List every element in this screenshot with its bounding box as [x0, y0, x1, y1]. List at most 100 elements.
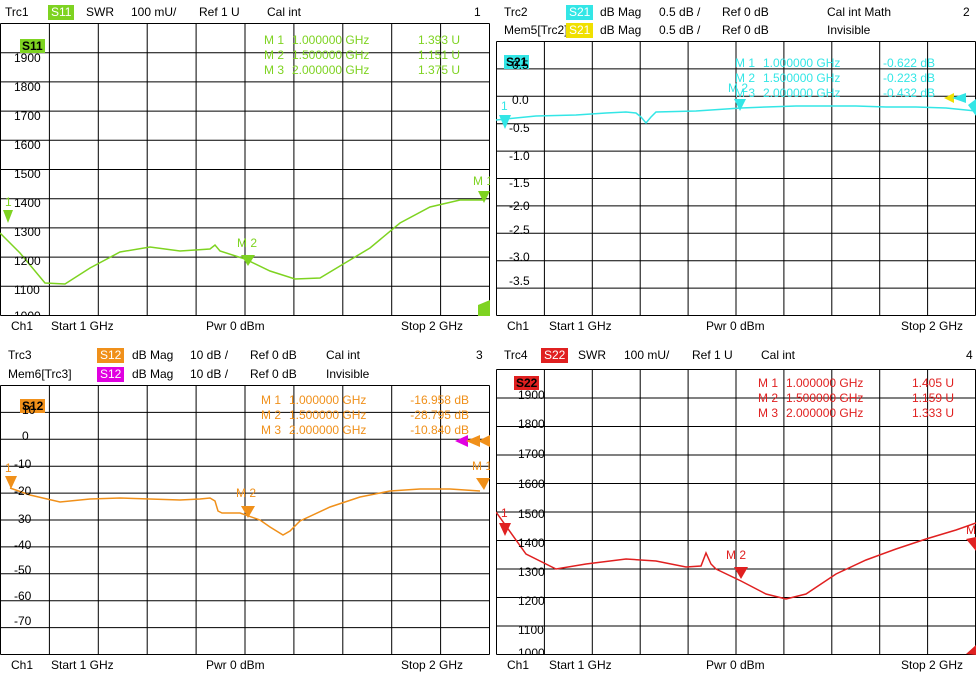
- box-label[interactable]: S12: [20, 399, 46, 413]
- channel-footer[interactable]: Ch1 Start 1 GHz Pwr 0 dBm Stop 2 GHz: [0, 319, 490, 335]
- offscreen-arrow: [478, 300, 490, 316]
- memory-state: Invisible: [827, 23, 871, 37]
- format-label[interactable]: dB Mag: [600, 5, 642, 19]
- m2-marker-arrow: [241, 255, 255, 266]
- memory-param-badge[interactable]: S21: [566, 23, 594, 38]
- trace-header-trc3[interactable]: Trc3 S12 dB Mag 10 dB / Ref 0 dB Cal int…: [0, 347, 490, 363]
- y-tick-label: 1300: [518, 565, 545, 579]
- marker-info-row: M 2 1.500000 GHz -28.795 dB: [261, 408, 469, 422]
- ref-label[interactable]: Ref 1 U: [199, 5, 240, 19]
- power-label[interactable]: Pwr 0 dBm: [206, 319, 265, 333]
- format-label[interactable]: SWR: [86, 5, 114, 19]
- box-label[interactable]: S21: [504, 55, 530, 69]
- box-label[interactable]: S11: [20, 39, 45, 53]
- param-badge[interactable]: S12: [97, 348, 125, 363]
- trace-name[interactable]: Trc4: [504, 348, 528, 362]
- memory-param-badge[interactable]: S12: [97, 367, 125, 382]
- ref-marker-arrow: [499, 523, 511, 536]
- param-badge[interactable]: S22: [541, 348, 569, 363]
- diagram-trc4[interactable]: Trc4 S22 SWR 100 mU/ Ref 1 U Cal int 4 1…: [496, 339, 976, 678]
- marker-label-1: 1: [501, 506, 508, 520]
- power-label[interactable]: Pwr 0 dBm: [706, 319, 765, 333]
- memory-format[interactable]: dB Mag: [132, 367, 174, 381]
- trace-curve: [496, 511, 976, 600]
- channel-label[interactable]: Ch1: [11, 319, 34, 333]
- channel-label[interactable]: Ch1: [507, 319, 530, 333]
- memory-format[interactable]: dB Mag: [600, 23, 642, 37]
- memory-header-trc3[interactable]: Mem6[Trc3] S12 dB Mag 10 dB / Ref 0 dB I…: [0, 366, 490, 382]
- param-badge[interactable]: S21: [566, 5, 594, 20]
- y-tick-label: 1400: [14, 196, 41, 210]
- trace-header-trc4[interactable]: Trc4 S22 SWR 100 mU/ Ref 1 U Cal int 4: [496, 347, 976, 363]
- memory-header-trc2[interactable]: Mem5[Trc2] S21 dB Mag 0.5 dB / Ref 0 dB …: [496, 22, 976, 38]
- trace-header-trc1[interactable]: Trc1 S11 SWR 100 mU/ Ref 1 U Cal int 1: [0, 4, 490, 20]
- memory-name[interactable]: Mem5[Trc2]: [504, 23, 568, 37]
- scale-label[interactable]: 100 mU/: [624, 348, 670, 362]
- trace-name[interactable]: Trc3: [8, 348, 32, 362]
- m3-marker-arrow: [466, 435, 480, 447]
- m2-marker-arrow: [734, 567, 748, 579]
- memory-state: Invisible: [326, 367, 370, 381]
- power-label[interactable]: Pwr 0 dBm: [206, 658, 265, 672]
- channel-number: 3: [476, 348, 483, 362]
- format-label[interactable]: SWR: [578, 348, 606, 362]
- start-label[interactable]: Start 1 GHz: [51, 319, 114, 333]
- y-tick-label: -2.0: [509, 199, 530, 213]
- start-label[interactable]: Start 1 GHz: [549, 319, 612, 333]
- memory-ref[interactable]: Ref 0 dB: [250, 367, 297, 381]
- memory-name[interactable]: Mem6[Trc3]: [8, 367, 72, 381]
- m3-marker-arrow: [952, 93, 966, 103]
- y-tick-label: 1000: [518, 646, 545, 655]
- power-label[interactable]: Pwr 0 dBm: [706, 658, 765, 672]
- memory-marker-arrow: [944, 93, 954, 103]
- trace-name[interactable]: Trc2: [504, 5, 528, 19]
- start-label[interactable]: Start 1 GHz: [51, 658, 114, 672]
- y-tick-label: 1200: [14, 254, 41, 268]
- marker-label-m2: M 2: [236, 486, 257, 500]
- y-tick-label: -3.0: [509, 250, 530, 264]
- diagram-trc1[interactable]: Trc1 S11 SWR 100 mU/ Ref 1 U Cal int 1 1…: [0, 0, 490, 339]
- scale-label[interactable]: 10 dB /: [190, 348, 229, 362]
- memory-scale[interactable]: 0.5 dB /: [659, 23, 701, 37]
- start-label[interactable]: Start 1 GHz: [549, 658, 612, 672]
- diagram-trc3[interactable]: Trc3 S12 dB Mag 10 dB / Ref 0 dB Cal int…: [0, 339, 490, 678]
- format-label[interactable]: dB Mag: [132, 348, 174, 362]
- channel-footer[interactable]: Ch1 Start 1 GHz Pwr 0 dBm Stop 2 GHz: [0, 658, 490, 674]
- ref-label[interactable]: Ref 0 dB: [722, 5, 769, 19]
- param-badge[interactable]: S11: [48, 5, 75, 20]
- channel-footer[interactable]: Ch1 Start 1 GHz Pwr 0 dBm Stop 2 GHz: [496, 658, 976, 674]
- plot-area[interactable]: 1 M 2 M 1 S12 M 1 1.000000 GHz -16.958 dB …: [0, 385, 490, 655]
- grid-svg: [0, 385, 490, 655]
- y-tick-label: 0.5: [512, 58, 529, 72]
- stop-label[interactable]: Stop 2 GHz: [901, 319, 964, 333]
- memory-scale[interactable]: 10 dB /: [190, 367, 229, 381]
- stop-label[interactable]: Stop 2 GHz: [401, 658, 464, 672]
- marker-label-1: 1: [5, 461, 12, 475]
- marker-info-row: M 3 2.000000 GHz -10.840 dB: [261, 423, 469, 437]
- scale-label[interactable]: 100 mU/: [131, 5, 177, 19]
- cal-label: Cal int: [761, 348, 796, 362]
- stop-label[interactable]: Stop 2 GHz: [401, 319, 464, 333]
- y-tick-label: 1500: [518, 507, 545, 521]
- memory-ref[interactable]: Ref 0 dB: [722, 23, 769, 37]
- box-label[interactable]: S22: [514, 376, 540, 390]
- scale-label[interactable]: 0.5 dB /: [659, 5, 701, 19]
- channel-footer[interactable]: Ch1 Start 1 GHz Pwr 0 dBm Stop 2 GHz: [496, 319, 976, 335]
- offscreen-arrow: [966, 645, 976, 655]
- ref-label[interactable]: Ref 0 dB: [250, 348, 297, 362]
- stop-label[interactable]: Stop 2 GHz: [901, 658, 964, 672]
- marker-label-m1: M 1: [472, 459, 490, 473]
- plot-area[interactable]: 1 M 2 S21 M 1 1.000000 GHz -0.622 dB M 2 1.…: [496, 41, 976, 316]
- diagram-trc2[interactable]: Trc2 S21 dB Mag 0.5 dB / Ref 0 dB Cal in…: [496, 0, 976, 339]
- channel-label[interactable]: Ch1: [11, 658, 34, 672]
- marker-info-row: M 2 1.500000 GHz 1.159 U: [758, 391, 954, 405]
- ref-label[interactable]: Ref 1 U: [692, 348, 733, 362]
- plot-area[interactable]: 1 M 2 M 1 S11 M 1 1.000000 GHz 1.393 U M 2…: [0, 23, 490, 316]
- offscreen-arrow: [968, 99, 976, 116]
- trace-name[interactable]: Trc1: [5, 5, 29, 19]
- y-tick-label: -1.5: [509, 176, 530, 190]
- channel-label[interactable]: Ch1: [507, 658, 530, 672]
- trace-header-trc2[interactable]: Trc2 S21 dB Mag 0.5 dB / Ref 0 dB Cal in…: [496, 4, 976, 20]
- y-tick-label: 1800: [14, 80, 41, 94]
